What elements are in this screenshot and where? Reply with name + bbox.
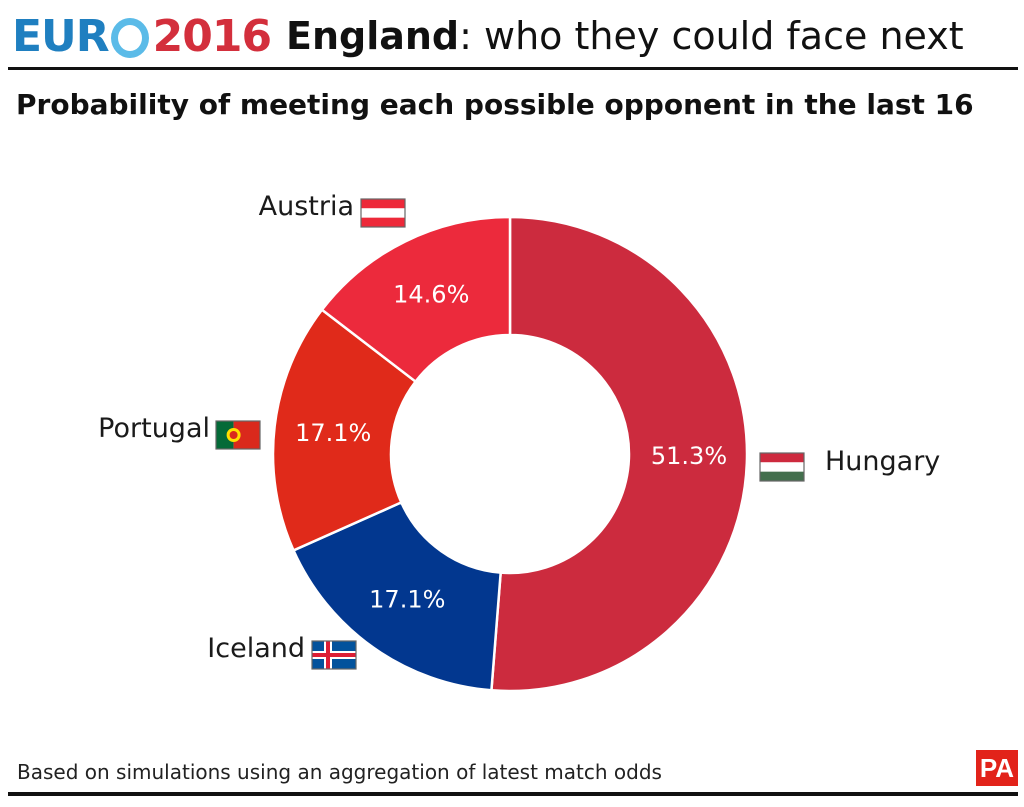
logo-o-icon bbox=[110, 18, 149, 58]
portugal-flag-icon bbox=[215, 420, 261, 450]
austria-flag-icon bbox=[360, 198, 406, 228]
logo-year-text: 2016 bbox=[152, 10, 272, 62]
value-label-portugal: 17.1% bbox=[295, 419, 371, 447]
top-rule bbox=[8, 67, 1018, 70]
slice-iceland bbox=[291, 500, 503, 692]
country-label-iceland: Iceland bbox=[207, 633, 305, 664]
chart-subtitle: Probability of meeting each possible opp… bbox=[16, 88, 974, 121]
title-rest: : who they could face next bbox=[459, 14, 964, 58]
country-label-portugal: Portugal bbox=[98, 413, 210, 444]
value-label-hungary: 51.3% bbox=[651, 442, 727, 470]
pa-logo: PA bbox=[976, 750, 1018, 786]
slice-portugal bbox=[271, 307, 418, 553]
slice-hungary bbox=[490, 215, 749, 693]
page-title: England: who they could face next bbox=[286, 12, 964, 60]
bottom-rule bbox=[8, 792, 1018, 796]
country-label-hungary: Hungary bbox=[825, 446, 940, 477]
logo-euro-text: EUR bbox=[12, 10, 110, 62]
source-note: Based on simulations using an aggregatio… bbox=[17, 760, 662, 784]
euro2016-logo: EUR 2016 bbox=[12, 8, 272, 64]
country-label-austria: Austria bbox=[259, 191, 354, 222]
hungary-flag-icon bbox=[759, 452, 805, 482]
title-bold: England bbox=[286, 14, 460, 58]
slice-austria bbox=[320, 215, 512, 384]
value-label-iceland: 17.1% bbox=[369, 585, 445, 613]
iceland-flag-icon bbox=[311, 640, 357, 670]
value-label-austria: 14.6% bbox=[393, 280, 469, 308]
